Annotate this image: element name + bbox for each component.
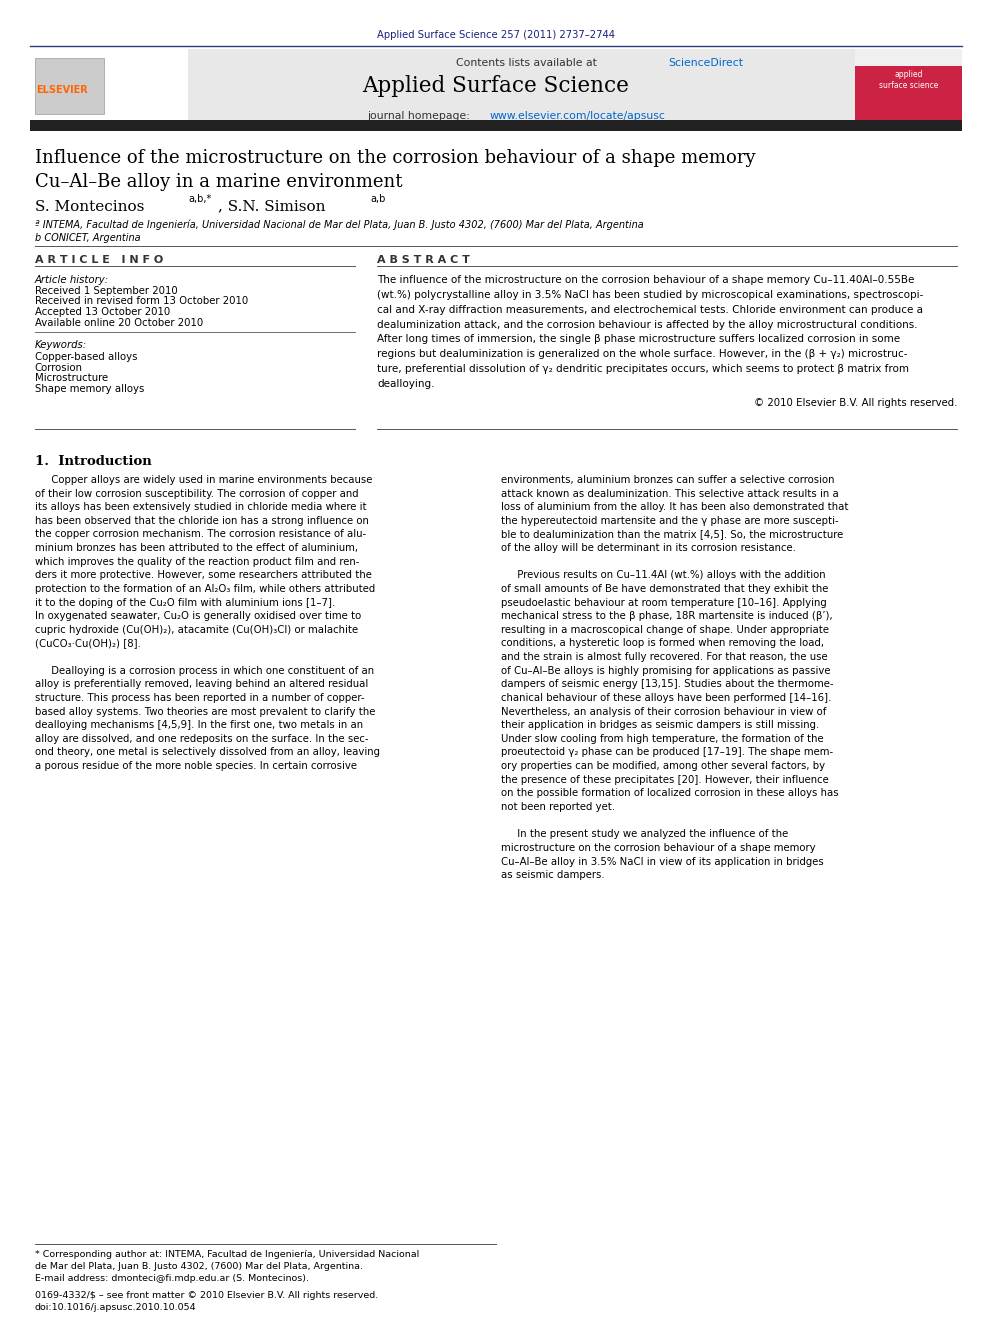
Text: cupric hydroxide (Cu(OH)₂), atacamite (Cu(OH)₃Cl) or malachite: cupric hydroxide (Cu(OH)₂), atacamite (C… [35,624,358,635]
Bar [30,49,962,122]
Text: Under slow cooling from high temperature, the formation of the: Under slow cooling from high temperature… [501,734,823,744]
Text: their application in bridges as seismic dampers is still missing.: their application in bridges as seismic … [501,720,819,730]
Text: the hypereutectoid martensite and the γ phase are more suscepti-: the hypereutectoid martensite and the γ … [501,516,838,525]
Text: proeutectoid γ₂ phase can be produced [17–19]. The shape mem-: proeutectoid γ₂ phase can be produced [1… [501,747,833,758]
Text: After long times of immersion, the single β phase microstructure suffers localiz: After long times of immersion, the singl… [377,335,900,344]
Bar [30,49,188,122]
Text: Copper-based alloys: Copper-based alloys [35,352,137,363]
Text: The influence of the microstructure on the corrosion behaviour of a shape memory: The influence of the microstructure on t… [377,275,915,286]
Text: of small amounts of Be have demonstrated that they exhibit the: of small amounts of Be have demonstrated… [501,583,828,594]
Text: applied
surface science: applied surface science [879,70,938,90]
Text: Previous results on Cu–11.4Al (wt.%) alloys with the addition: Previous results on Cu–11.4Al (wt.%) all… [501,570,825,581]
Text: pseudoelastic behaviour at room temperature [10–16]. Applying: pseudoelastic behaviour at room temperat… [501,598,826,607]
Text: environments, aluminium bronzes can suffer a selective corrosion: environments, aluminium bronzes can suff… [501,475,834,486]
Text: a porous residue of the more noble species. In certain corrosive: a porous residue of the more noble speci… [35,761,357,771]
Text: ble to dealuminization than the matrix [4,5]. So, the microstructure: ble to dealuminization than the matrix [… [501,529,843,540]
Text: A B S T R A C T: A B S T R A C T [377,255,470,266]
Text: on the possible formation of localized corrosion in these alloys has: on the possible formation of localized c… [501,789,838,798]
Text: doi:10.1016/j.apsusc.2010.10.054: doi:10.1016/j.apsusc.2010.10.054 [35,1303,196,1312]
Text: the presence of these precipitates [20]. However, their influence: the presence of these precipitates [20].… [501,775,828,785]
Text: ders it more protective. However, some researchers attributed the: ders it more protective. However, some r… [35,570,372,581]
Text: Influence of the microstructure on the corrosion behaviour of a shape memory: Influence of the microstructure on the c… [35,149,755,168]
Text: Contents lists available at: Contents lists available at [456,58,604,69]
Text: journal homepage:: journal homepage: [367,111,473,122]
Text: its alloys has been extensively studied in chloride media where it: its alloys has been extensively studied … [35,503,366,512]
Text: de Mar del Plata, Juan B. Justo 4302, (7600) Mar del Plata, Argentina.: de Mar del Plata, Juan B. Justo 4302, (7… [35,1262,363,1271]
Text: ScienceDirect: ScienceDirect [669,58,744,69]
Text: alloy are dissolved, and one redeposits on the surface. In the sec-: alloy are dissolved, and one redeposits … [35,734,368,744]
Text: and the strain is almost fully recovered. For that reason, the use: and the strain is almost fully recovered… [501,652,827,662]
Text: (wt.%) polycrystalline alloy in 3.5% NaCl has been studied by microscopical exam: (wt.%) polycrystalline alloy in 3.5% NaC… [377,290,924,300]
Text: dealloying mechanisms [4,5,9]. In the first one, two metals in an: dealloying mechanisms [4,5,9]. In the fi… [35,720,363,730]
Text: Nevertheless, an analysis of their corrosion behaviour in view of: Nevertheless, an analysis of their corro… [501,706,826,717]
Text: dampers of seismic energy [13,15]. Studies about the thermome-: dampers of seismic energy [13,15]. Studi… [501,679,833,689]
Text: loss of aluminium from the alloy. It has been also demonstrated that: loss of aluminium from the alloy. It has… [501,503,848,512]
Text: mechanical stress to the β phase, 18R martensite is induced (β’),: mechanical stress to the β phase, 18R ma… [501,611,832,622]
Text: (CuCO₃·Cu(OH)₂) [8].: (CuCO₃·Cu(OH)₂) [8]. [35,639,141,648]
Text: ture, preferential dissolution of γ₂ dendritic precipitates occurs, which seems : ture, preferential dissolution of γ₂ den… [377,364,909,374]
Text: microstructure on the corrosion behaviour of a shape memory: microstructure on the corrosion behaviou… [501,843,815,853]
Text: as seismic dampers.: as seismic dampers. [501,871,604,880]
Text: Applied Surface Science 257 (2011) 2737–2744: Applied Surface Science 257 (2011) 2737–… [377,30,615,41]
Text: conditions, a hysteretic loop is formed when removing the load,: conditions, a hysteretic loop is formed … [501,639,824,648]
Text: Keywords:: Keywords: [35,340,87,351]
Text: not been reported yet.: not been reported yet. [501,802,615,812]
Text: E-mail address: dmonteci@fi.mdp.edu.ar (S. Montecinos).: E-mail address: dmonteci@fi.mdp.edu.ar (… [35,1274,309,1283]
Text: protection to the formation of an Al₂O₃ film, while others attributed: protection to the formation of an Al₂O₃ … [35,583,375,594]
Text: In the present study we analyzed the influence of the: In the present study we analyzed the inf… [501,830,789,839]
Text: 0169-4332/$ – see front matter © 2010 Elsevier B.V. All rights reserved.: 0169-4332/$ – see front matter © 2010 El… [35,1291,378,1301]
Text: 1.  Introduction: 1. Introduction [35,455,152,468]
Text: Cu–Al–Be alloy in a marine environment: Cu–Al–Be alloy in a marine environment [35,173,402,192]
Text: cal and X-ray diffraction measurements, and electrochemical tests. Chloride envi: cal and X-ray diffraction measurements, … [377,304,923,315]
Text: which improves the quality of the reaction product film and ren-: which improves the quality of the reacti… [35,557,359,566]
Text: alloy is preferentially removed, leaving behind an altered residual: alloy is preferentially removed, leaving… [35,679,368,689]
Text: the copper corrosion mechanism. The corrosion resistance of alu-: the copper corrosion mechanism. The corr… [35,529,366,540]
Text: attack known as dealuminization. This selective attack results in a: attack known as dealuminization. This se… [501,488,838,499]
Text: minium bronzes has been attributed to the effect of aluminium,: minium bronzes has been attributed to th… [35,542,358,553]
Text: a,b: a,b [370,194,385,205]
Text: ond theory, one metal is selectively dissolved from an alloy, leaving: ond theory, one metal is selectively dis… [35,747,380,758]
Text: resulting in a macroscopical change of shape. Under appropriate: resulting in a macroscopical change of s… [501,624,829,635]
Text: it to the doping of the Cu₂O film with aluminium ions [1–7].: it to the doping of the Cu₂O film with a… [35,598,335,607]
Text: Accepted 13 October 2010: Accepted 13 October 2010 [35,307,170,318]
Text: Copper alloys are widely used in marine environments because: Copper alloys are widely used in marine … [35,475,372,486]
Text: of their low corrosion susceptibility. The corrosion of copper and: of their low corrosion susceptibility. T… [35,488,358,499]
Text: Available online 20 October 2010: Available online 20 October 2010 [35,318,203,328]
Text: Shape memory alloys: Shape memory alloys [35,384,144,394]
Text: a,b,*: a,b,* [188,194,211,205]
Text: structure. This process has been reported in a number of copper-: structure. This process has been reporte… [35,693,364,703]
Text: Microstructure: Microstructure [35,373,108,384]
Text: dealloying.: dealloying. [377,378,434,389]
Bar [30,120,962,131]
Text: ª INTEMA, Facultad de Ingeniería, Universidad Nacional de Mar del Plata, Juan B.: ª INTEMA, Facultad de Ingeniería, Univer… [35,220,644,230]
Text: Received in revised form 13 October 2010: Received in revised form 13 October 2010 [35,296,248,307]
Text: based alloy systems. Two theories are most prevalent to clarify the: based alloy systems. Two theories are mo… [35,706,375,717]
Text: * Corresponding author at: INTEMA, Facultad de Ingeniería, Universidad Nacional: * Corresponding author at: INTEMA, Facul… [35,1250,419,1259]
Text: b CONICET, Argentina: b CONICET, Argentina [35,233,140,243]
Text: regions but dealuminization is generalized on the whole surface. However, in the: regions but dealuminization is generaliz… [377,349,908,360]
Bar [855,49,962,122]
Text: © 2010 Elsevier B.V. All rights reserved.: © 2010 Elsevier B.V. All rights reserved… [754,398,957,407]
Text: Corrosion: Corrosion [35,363,82,373]
Text: www.elsevier.com/locate/apsusc: www.elsevier.com/locate/apsusc [489,111,665,122]
Text: , S.N. Simison: , S.N. Simison [218,200,325,214]
Text: S. Montecinos: S. Montecinos [35,200,144,214]
Bar [855,49,962,66]
Text: Article history:: Article history: [35,275,109,286]
Text: dealuminization attack, and the corrosion behaviour is affected by the alloy mic: dealuminization attack, and the corrosio… [377,320,918,329]
Text: chanical behaviour of these alloys have been performed [14–16].: chanical behaviour of these alloys have … [501,693,831,703]
Text: A R T I C L E   I N F O: A R T I C L E I N F O [35,255,163,266]
Text: In oxygenated seawater, Cu₂O is generally oxidised over time to: In oxygenated seawater, Cu₂O is generall… [35,611,361,622]
Text: Applied Surface Science: Applied Surface Science [362,75,630,98]
Text: has been observed that the chloride ion has a strong influence on: has been observed that the chloride ion … [35,516,369,525]
Text: Dealloying is a corrosion process in which one constituent of an: Dealloying is a corrosion process in whi… [35,665,374,676]
Text: ory properties can be modified, among other several factors, by: ory properties can be modified, among ot… [501,761,825,771]
Text: ELSEVIER: ELSEVIER [36,85,87,95]
Text: of the alloy will be determinant in its corrosion resistance.: of the alloy will be determinant in its … [501,542,796,553]
Bar [35,58,104,114]
Text: Received 1 September 2010: Received 1 September 2010 [35,286,178,296]
Text: Cu–Al–Be alloy in 3.5% NaCl in view of its application in bridges: Cu–Al–Be alloy in 3.5% NaCl in view of i… [501,856,823,867]
Text: of Cu–Al–Be alloys is highly promising for applications as passive: of Cu–Al–Be alloys is highly promising f… [501,665,830,676]
